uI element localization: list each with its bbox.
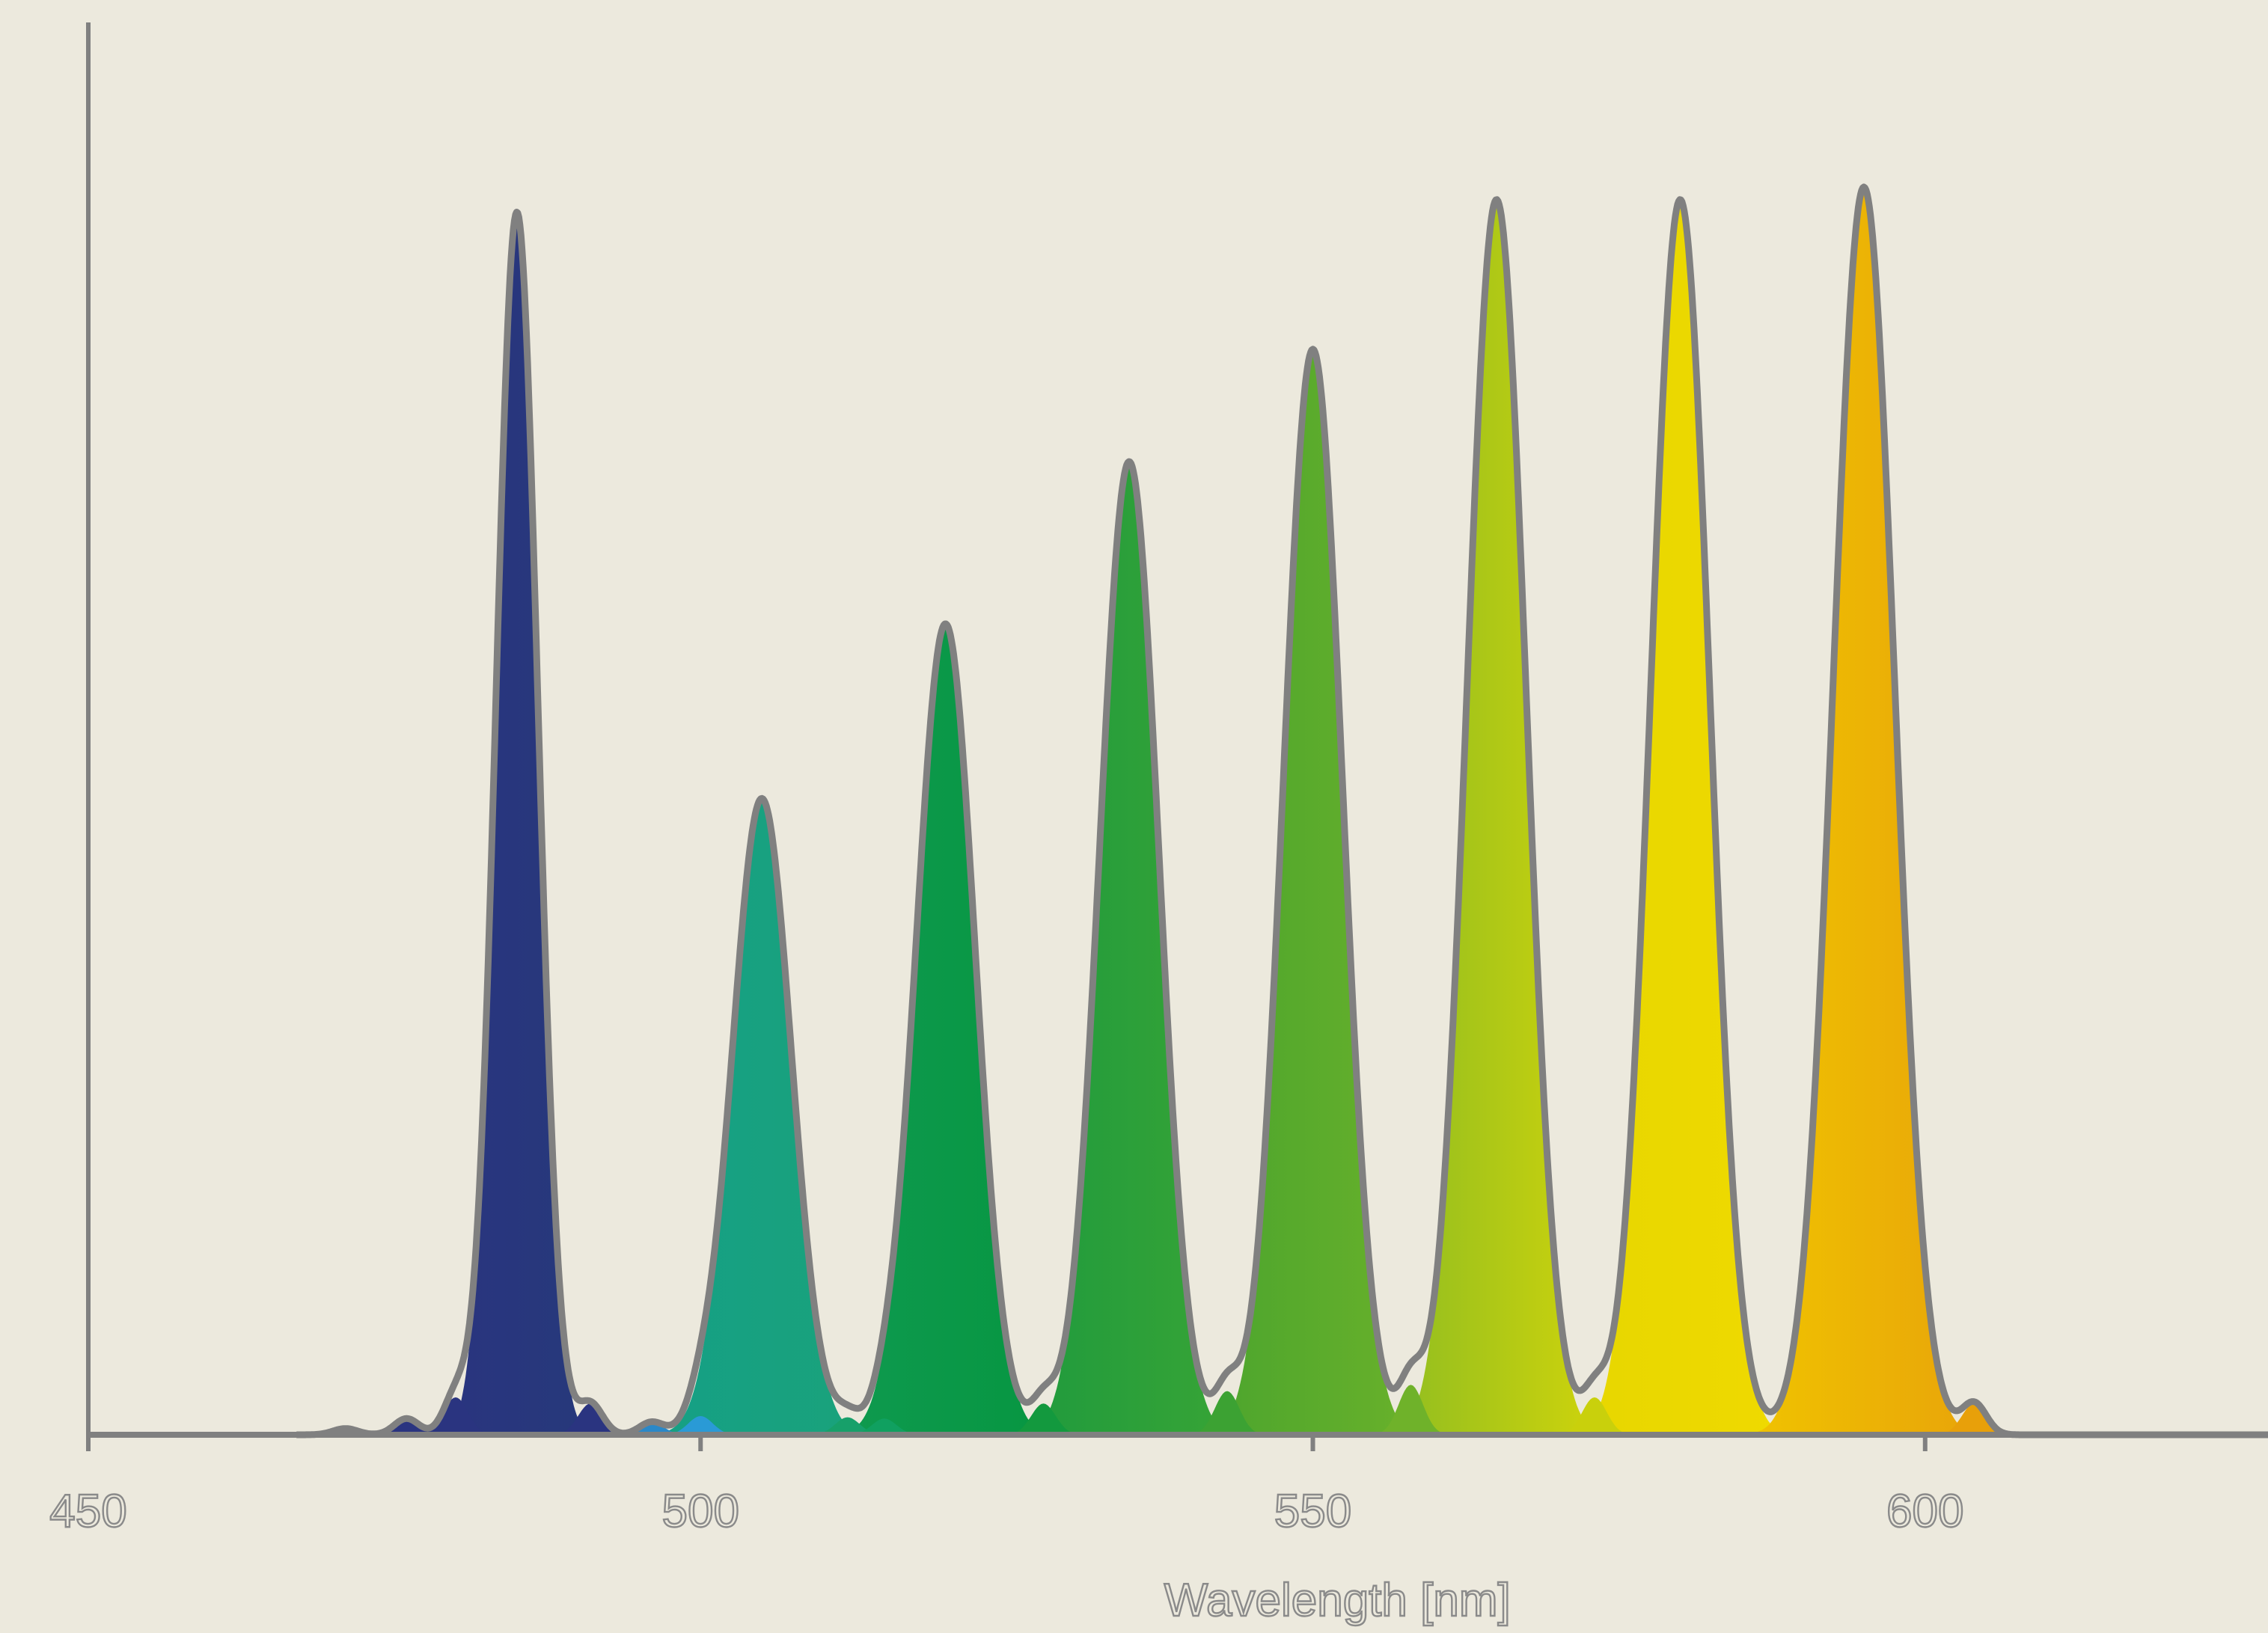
minor-bump-573nm bbox=[1551, 1397, 1638, 1435]
minor-bump-476nm bbox=[364, 1418, 450, 1435]
peak-565nm bbox=[1378, 199, 1615, 1436]
x-axis-title: Wavelength [nm] bbox=[1164, 1575, 1511, 1626]
peak-505nm bbox=[644, 798, 880, 1435]
peak-595nm bbox=[1741, 187, 1987, 1435]
minor-bump-480nm bbox=[412, 1397, 499, 1435]
peak-535nm bbox=[1011, 462, 1247, 1435]
peak-520nm bbox=[828, 623, 1063, 1435]
peak-580nm bbox=[1562, 199, 1798, 1436]
minor-bump-496nm bbox=[608, 1422, 695, 1435]
minor-bump-512nm bbox=[804, 1417, 890, 1435]
minor-bump-528nm bbox=[1000, 1403, 1086, 1435]
x-tick-label-600: 600 bbox=[1886, 1486, 1963, 1537]
x-tick-label-550: 550 bbox=[1274, 1486, 1351, 1537]
minor-bump-515nm bbox=[841, 1418, 927, 1435]
minor-bump-491nm bbox=[547, 1403, 634, 1435]
minor-bump-543nm bbox=[1184, 1391, 1271, 1435]
x-ticks: 450 500 550 600 bbox=[49, 1435, 1965, 1538]
x-tick-label-450: 450 bbox=[49, 1486, 126, 1537]
peaks-layer bbox=[302, 187, 2017, 1436]
peak-485nm bbox=[433, 212, 601, 1435]
minor-bump-558nm bbox=[1368, 1385, 1454, 1435]
x-tick-label-500: 500 bbox=[662, 1486, 739, 1537]
minor-bump-500nm bbox=[658, 1416, 744, 1435]
peak-550nm bbox=[1195, 349, 1431, 1435]
minor-bump-604nm bbox=[1931, 1403, 2017, 1435]
